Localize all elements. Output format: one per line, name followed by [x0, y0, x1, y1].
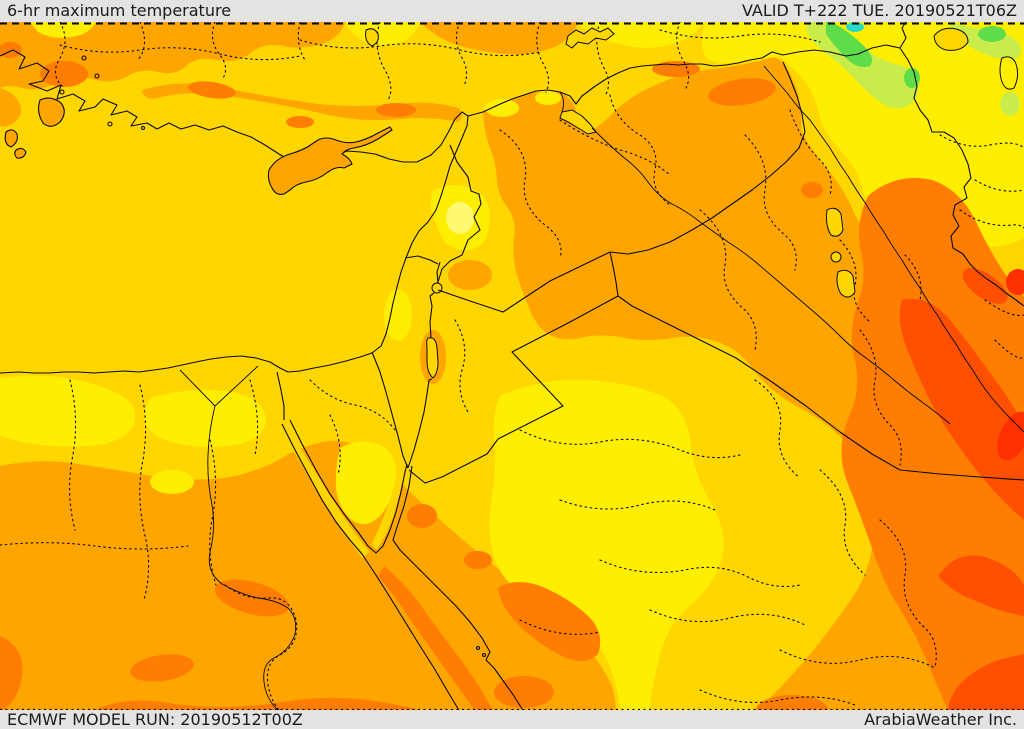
turkey-iraq-iran-border — [782, 21, 1024, 307]
saudi-red-sea-coast — [392, 465, 531, 729]
coastlines-and-borders — [0, 21, 1024, 729]
syria-iraq-border — [609, 61, 806, 255]
turkey-syria-border — [467, 51, 784, 117]
product-title: 6-hr maximum temperature — [7, 1, 232, 20]
provider-credit: ArabiaWeather Inc. — [864, 709, 1017, 729]
mediterranean-coastline — [0, 49, 469, 374]
aegean-islands — [4, 129, 27, 159]
israel-jordan-border — [407, 261, 441, 469]
status-bar: ECMWF MODEL RUN: 20190512T00Z ArabiaWeat… — [0, 710, 1024, 729]
map-frame — [0, 22, 1024, 711]
jordan-saudi-border — [408, 295, 619, 484]
iraq-saudi-border — [617, 295, 1024, 481]
suez-canal — [276, 371, 285, 420]
rivers — [179, 65, 1024, 729]
sinai-coast — [289, 419, 408, 554]
israel-north-border — [404, 255, 439, 265]
cyprus-island — [267, 126, 393, 195]
egypt-red-sea-coast — [281, 423, 469, 729]
jordan-iraq-border — [609, 251, 619, 297]
egypt-israel-border — [371, 351, 409, 469]
syria-jordan-border — [437, 251, 611, 313]
admin-boundaries — [0, 21, 1024, 721]
model-run-label: ECMWF MODEL RUN: 20190512T00Z — [7, 709, 303, 729]
lebanon-syria-border — [437, 144, 482, 283]
title-bar: 6-hr maximum temperature VALID T+222 TUE… — [0, 0, 1024, 22]
lakes — [365, 27, 1019, 379]
rhodes-island — [37, 97, 65, 127]
validity-timestamp: VALID T+222 TUE. 20190521T06Z — [741, 1, 1017, 20]
